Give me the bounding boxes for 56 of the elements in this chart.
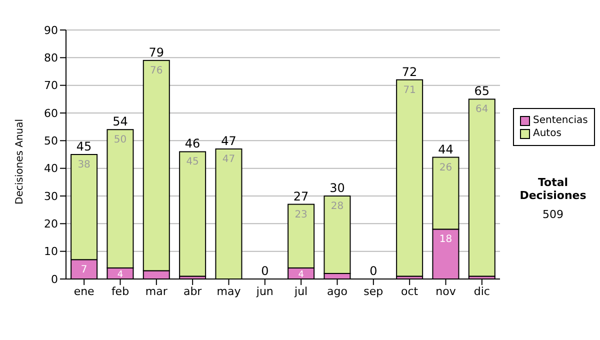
y-axis-title: Decisiones Anual: [14, 118, 26, 204]
data-label: 47: [222, 154, 236, 165]
data-label: 18: [439, 234, 452, 246]
x-tick-label: jun: [255, 284, 274, 298]
total-label: 0: [370, 264, 378, 278]
total-label: 46: [184, 136, 200, 151]
total-label: 79: [148, 45, 164, 60]
data-label: 23: [294, 209, 308, 220]
x-tick-label: sep: [364, 284, 384, 298]
y-tick-label: 80: [44, 52, 58, 65]
x-tick-label: abr: [183, 284, 202, 298]
y-tick-label: 10: [44, 245, 58, 258]
data-label: 76: [150, 65, 163, 76]
data-label: 26: [439, 162, 452, 174]
y-tick-label: 50: [44, 134, 58, 148]
x-tick-label: may: [216, 284, 242, 298]
total-label: 72: [402, 64, 418, 79]
y-tick-label: 60: [44, 106, 58, 120]
legend-label: Sentencias: [533, 114, 588, 127]
total-label: 47: [221, 134, 236, 148]
y-tick-label: 0: [51, 272, 58, 286]
text: Total Decisiones: [518, 176, 588, 202]
bar: [468, 98, 496, 277]
total-label: 27: [293, 189, 309, 204]
text: 509: [542, 208, 564, 221]
total-label: 45: [76, 140, 92, 154]
y-tick-label: 70: [44, 79, 58, 92]
data-label: 45: [186, 156, 199, 168]
y-tick-label: 90: [44, 24, 58, 37]
x-tick-label: ene: [74, 284, 95, 298]
data-label: 28: [330, 201, 344, 212]
x-tick-label: oct: [401, 284, 419, 298]
legend-label: Autos: [533, 127, 562, 140]
data-label: 71: [403, 84, 416, 96]
total-label: 30: [330, 181, 345, 195]
data-label: 50: [114, 134, 127, 146]
data-label: 4: [298, 270, 304, 280]
bar: [179, 151, 206, 277]
y-tick-label: 40: [44, 162, 58, 176]
x-tick-label: nov: [436, 284, 456, 298]
y-tick-label: 30: [44, 190, 58, 203]
total-label: 54: [112, 114, 128, 129]
data-label: 38: [78, 160, 90, 170]
total-label: 65: [474, 84, 490, 98]
x-tick-label: ago: [327, 284, 348, 298]
total-label: 0: [261, 264, 269, 278]
y-tick-label: 20: [44, 218, 58, 231]
x-tick-label: jul: [294, 284, 308, 298]
data-label: 64: [476, 104, 488, 116]
data-label: 7: [80, 264, 88, 276]
bar: [396, 79, 424, 277]
data-label: 4: [117, 270, 124, 280]
total-label: 44: [438, 142, 454, 156]
x-tick-label: feb: [111, 284, 130, 298]
x-tick-label: mar: [145, 284, 168, 298]
x-tick-label: dic: [474, 284, 490, 298]
